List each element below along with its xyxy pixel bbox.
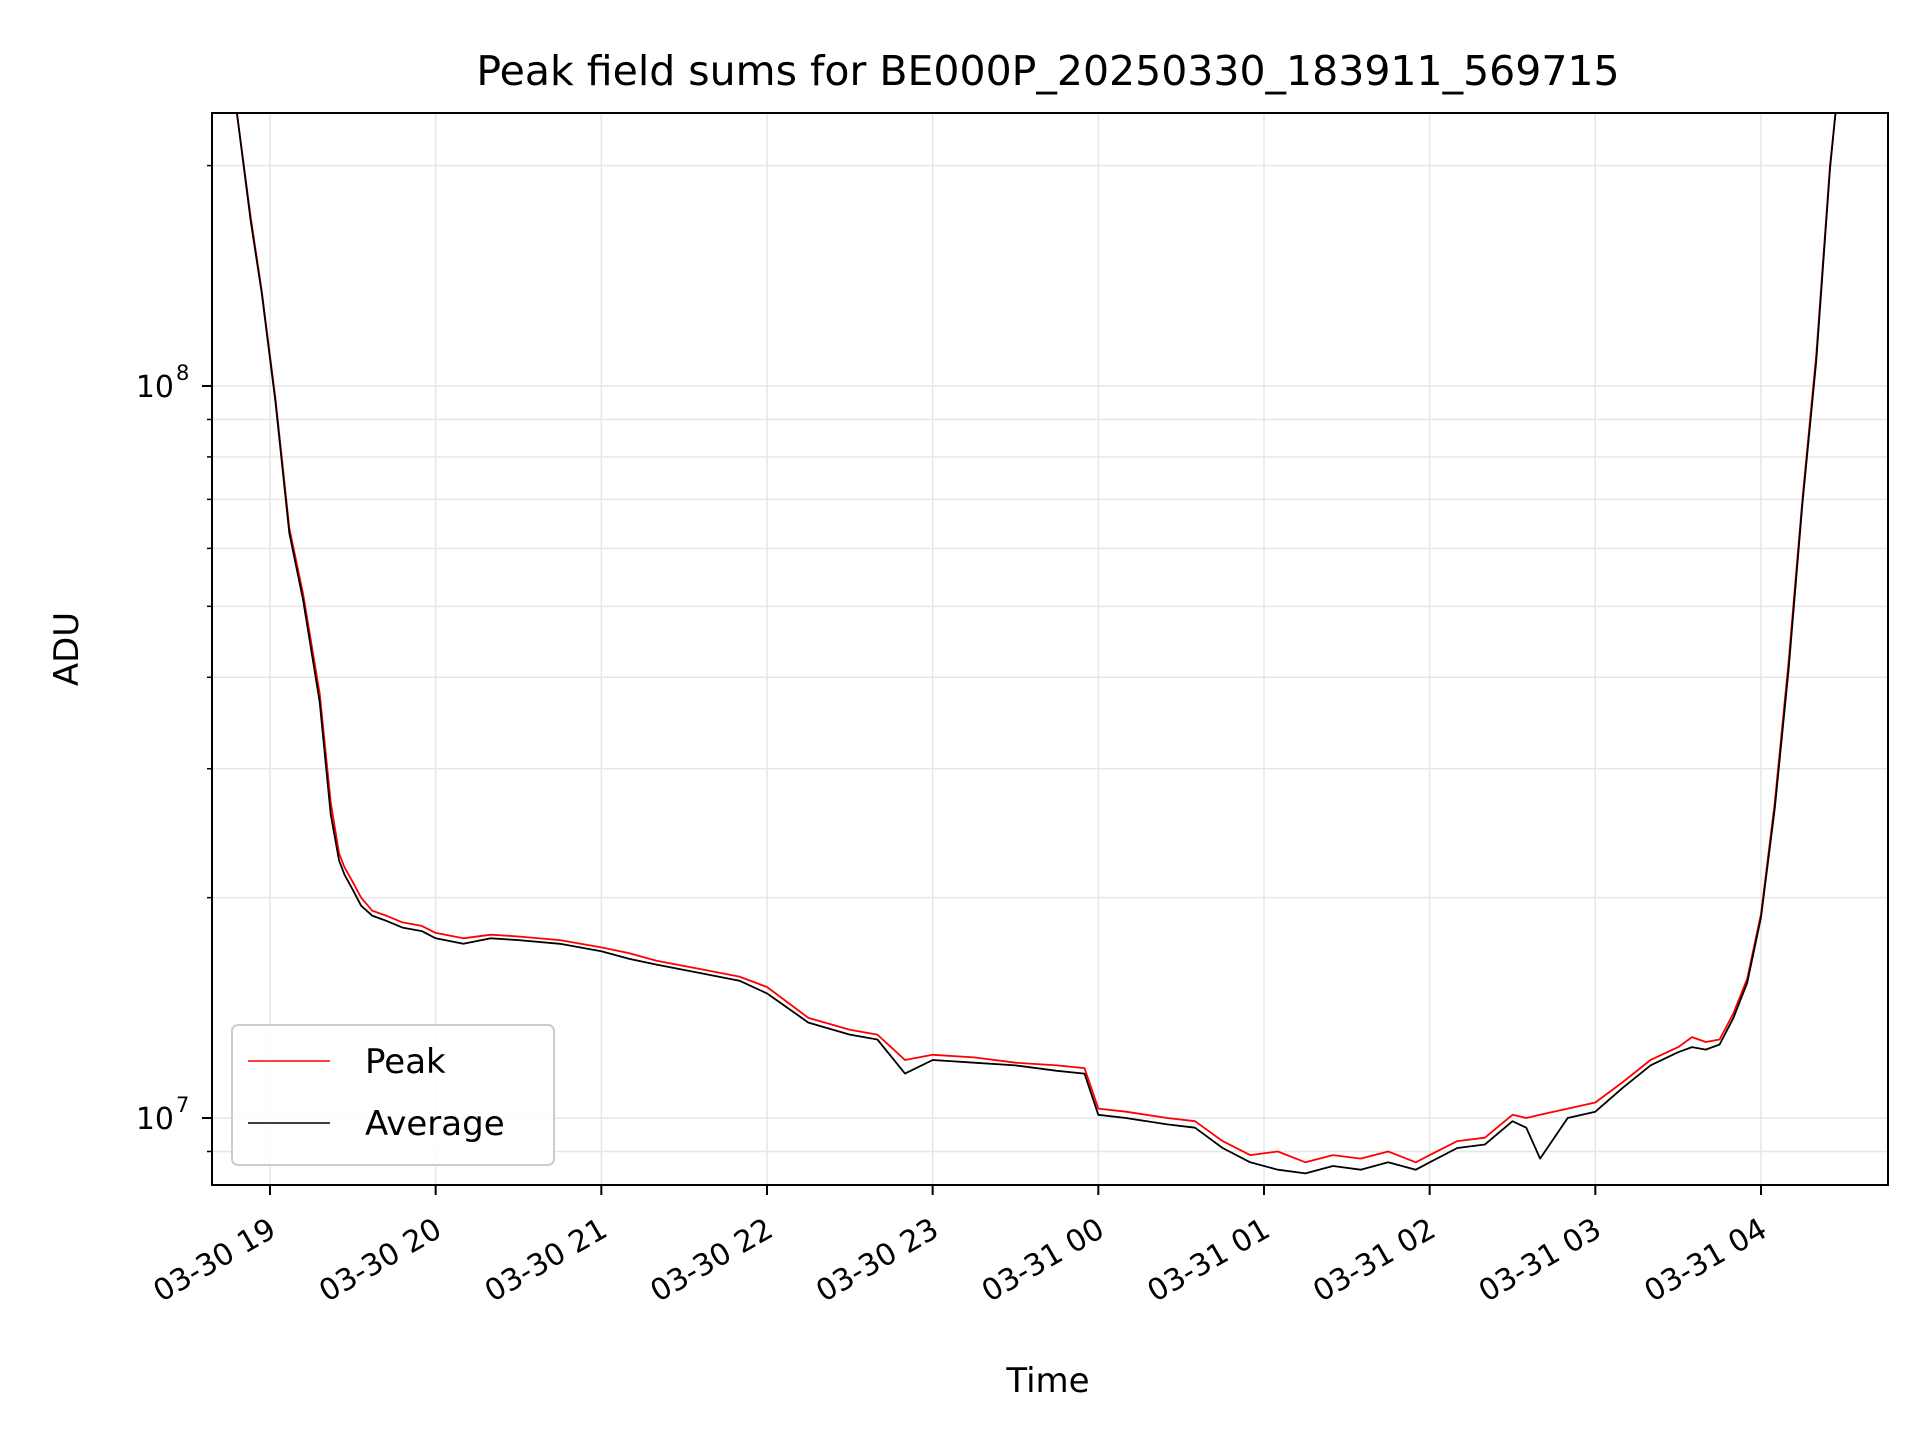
series-line-peak: [236, 113, 1837, 1164]
legend-label-average: Average: [365, 1104, 505, 1144]
series-layer: [236, 113, 1837, 1175]
y-axis-title: ADU: [47, 612, 87, 686]
y-tick-label-exponent: 7: [176, 1093, 189, 1117]
series-line-average: [236, 113, 1837, 1175]
chart-title: Peak field sums for BE000P_20250330_1839…: [476, 47, 1619, 95]
plot-frame: [211, 112, 1889, 1186]
y-tick-label-base: 10: [136, 1102, 174, 1137]
legend-box: [231, 1024, 555, 1166]
legend: Peak Average: [231, 1024, 555, 1166]
y-tick-label-exponent: 8: [176, 361, 189, 385]
y-tick-label-base: 10: [136, 370, 174, 405]
legend-label-peak: Peak: [365, 1042, 446, 1082]
x-axis-title: Time: [1005, 1361, 1089, 1401]
